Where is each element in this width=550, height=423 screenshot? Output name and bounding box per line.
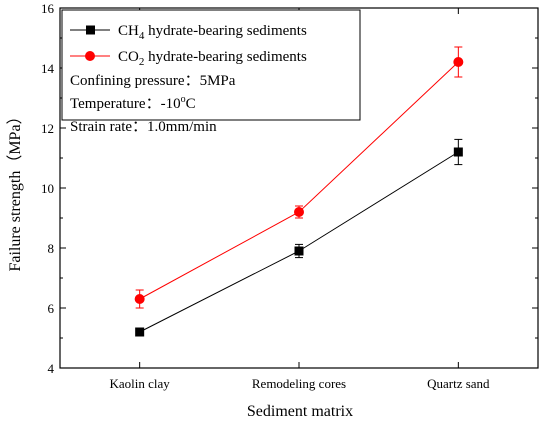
legend-label: CH4 hydrate-bearing sediments bbox=[118, 23, 307, 42]
y-tick-label: 16 bbox=[41, 1, 55, 16]
legend-label: CO2 hydrate-bearing sediments bbox=[118, 49, 307, 68]
legend-box bbox=[61, 9, 361, 121]
x-tick-label: Remodeling cores bbox=[252, 376, 346, 391]
y-tick-label: 10 bbox=[41, 181, 54, 196]
data-point-square bbox=[135, 327, 145, 337]
legend-marker-square bbox=[86, 25, 95, 35]
x-tick-label: Kaolin clay bbox=[110, 376, 171, 391]
data-point-circle bbox=[294, 207, 304, 217]
data-point-circle bbox=[453, 57, 464, 67]
annotation-text: Confining pressure：5MPa bbox=[70, 73, 236, 89]
series-line bbox=[139, 151, 459, 333]
series-1 bbox=[135, 138, 463, 337]
legend: CH4 hydrate-bearing sediments CO2 hydrate… bbox=[61, 9, 361, 135]
y-tick-label: 4 bbox=[48, 361, 55, 376]
data-point-square bbox=[453, 147, 463, 157]
annotation-text: Strain rate：1.0mm/min bbox=[70, 119, 217, 135]
legend-marker-circle bbox=[85, 51, 95, 61]
y-tick-label: 6 bbox=[48, 301, 55, 316]
y-tick-label: 8 bbox=[48, 241, 55, 256]
y-axis-title: Failure strength（MPa） bbox=[6, 108, 24, 271]
annotation-text: Temperature：-10oC bbox=[70, 94, 196, 112]
x-tick-label: Quartz sand bbox=[427, 376, 490, 391]
x-axis-title: Sediment matrix bbox=[247, 403, 353, 420]
y-tick-label: 14 bbox=[41, 61, 55, 76]
y-tick-label: 12 bbox=[41, 121, 54, 136]
axis-labels: 4 6 8 10 12 14 16 Kaolin clay Remodeling cores Qu… bbox=[41, 1, 490, 391]
series-2 bbox=[134, 46, 464, 309]
series-group bbox=[134, 46, 464, 337]
data-point-circle bbox=[134, 294, 145, 304]
data-point-square bbox=[294, 246, 304, 256]
